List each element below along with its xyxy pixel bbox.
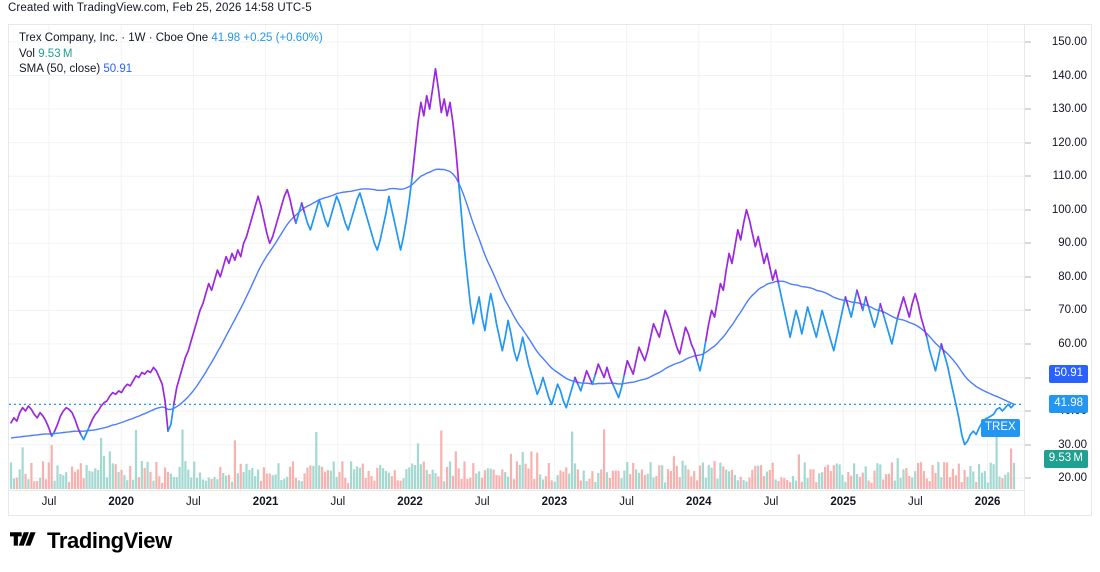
volume-value-badge[interactable]: 9.53 M bbox=[1043, 450, 1088, 469]
price-axis-label: 120.00 bbox=[1051, 136, 1087, 149]
chart-plot-area[interactable] bbox=[9, 25, 1024, 490]
price-axis-label: 140.00 bbox=[1051, 69, 1087, 82]
price-axis-tick bbox=[1025, 41, 1031, 43]
price-axis-label: 150.00 bbox=[1051, 36, 1087, 48]
time-axis-label: Jul bbox=[908, 496, 923, 508]
tradingview-logo-icon bbox=[10, 532, 36, 546]
chart-canvas bbox=[9, 25, 1024, 490]
legend-sma-row[interactable]: SMA (50, close) 50.91 bbox=[19, 62, 323, 78]
price-axis-tick bbox=[1025, 242, 1031, 244]
time-axis-label: 2026 bbox=[974, 496, 1001, 508]
tradingview-wordmark: TradingView bbox=[47, 528, 172, 553]
time-axis-label: Jul bbox=[330, 496, 346, 508]
price-axis-label: 80.00 bbox=[1058, 270, 1087, 283]
last-price-badge[interactable]: 41.98 bbox=[1049, 395, 1088, 414]
price-axis-label: 110.00 bbox=[1052, 170, 1087, 183]
legend-last-price: 41.98 bbox=[211, 32, 241, 44]
price-axis-tick bbox=[1025, 343, 1031, 345]
price-axis-label: 130.00 bbox=[1051, 103, 1087, 116]
price-axis-label: 20.00 bbox=[1058, 472, 1087, 485]
price-axis-tick bbox=[1025, 175, 1031, 177]
price-axis-label: 30.00 bbox=[1058, 438, 1087, 451]
price-axis-tick bbox=[1025, 209, 1031, 211]
volume-bars bbox=[9, 429, 1016, 489]
time-axis-label: 2021 bbox=[252, 496, 279, 508]
price-line bbox=[10, 67, 1015, 446]
price-axis-tick bbox=[1025, 142, 1031, 144]
price-axis-tick bbox=[1025, 377, 1031, 378]
footer-brand[interactable]: TradingView bbox=[10, 528, 172, 554]
chart-frame[interactable]: Trex Company, Inc. · 1W · Cboe One 41.98… bbox=[8, 24, 1092, 516]
time-axis-label: Jul bbox=[474, 496, 490, 508]
legend-symbol-row[interactable]: Trex Company, Inc. · 1W · Cboe One 41.98… bbox=[19, 31, 323, 47]
price-axis-label: 60.00 bbox=[1058, 337, 1087, 350]
time-axis-label: 2024 bbox=[686, 496, 712, 508]
time-axis-label: 2023 bbox=[541, 496, 568, 508]
grid-lines bbox=[9, 25, 1024, 490]
price-axis-tick bbox=[1025, 309, 1031, 311]
time-axis-label: Jul bbox=[41, 496, 57, 508]
legend-volume-label: Vol bbox=[19, 47, 35, 60]
price-axis-tick bbox=[1025, 108, 1031, 110]
time-axis-label: 2025 bbox=[830, 496, 856, 508]
legend-volume-row[interactable]: Vol 9.53 M bbox=[19, 47, 323, 63]
sma-value-badge[interactable]: 50.91 bbox=[1049, 365, 1088, 384]
legend-sma-value: 50.91 bbox=[103, 63, 133, 75]
time-axis-label: Jul bbox=[763, 496, 779, 508]
time-axis-label: Jul bbox=[186, 496, 201, 508]
price-axis-label: 100.00 bbox=[1051, 203, 1087, 216]
price-axis-tick bbox=[1025, 477, 1031, 479]
price-axis-tick bbox=[1025, 75, 1031, 77]
time-axis-label: 2022 bbox=[397, 496, 423, 508]
legend-change: +0.25 bbox=[243, 32, 273, 44]
time-axis[interactable]: Jul 2020 Jul 2021 Jul 2022 Jul 2023 Jul 2024 Jul 20… bbox=[9, 490, 1024, 515]
price-axis-label: 70.00 bbox=[1058, 304, 1087, 317]
legend-volume-value: 9.53 M bbox=[38, 47, 73, 60]
time-axis-label: 2020 bbox=[108, 496, 134, 508]
price-axis[interactable]: 150.00 140.00 130.00 120.00 110.00 100.00 90.0… bbox=[1024, 25, 1091, 515]
legend-change-percent: (+0.60%) bbox=[275, 32, 323, 44]
legend-sma-label: SMA (50, close) bbox=[19, 63, 101, 75]
price-axis-tick bbox=[1025, 444, 1031, 446]
chart-legend: Trex Company, Inc. · 1W · Cboe One 41.98… bbox=[19, 31, 323, 78]
ticker-tag[interactable]: TREX bbox=[981, 419, 1020, 438]
price-axis-tick bbox=[1025, 410, 1031, 412]
legend-symbol: Trex Company, Inc. · 1W · Cboe One bbox=[19, 32, 209, 44]
price-axis-label: 90.00 bbox=[1058, 237, 1087, 250]
price-axis-tick bbox=[1025, 276, 1031, 278]
time-axis-label: Jul bbox=[619, 496, 634, 508]
attribution-text: Created with TradingView.com, Feb 25, 20… bbox=[8, 2, 312, 14]
